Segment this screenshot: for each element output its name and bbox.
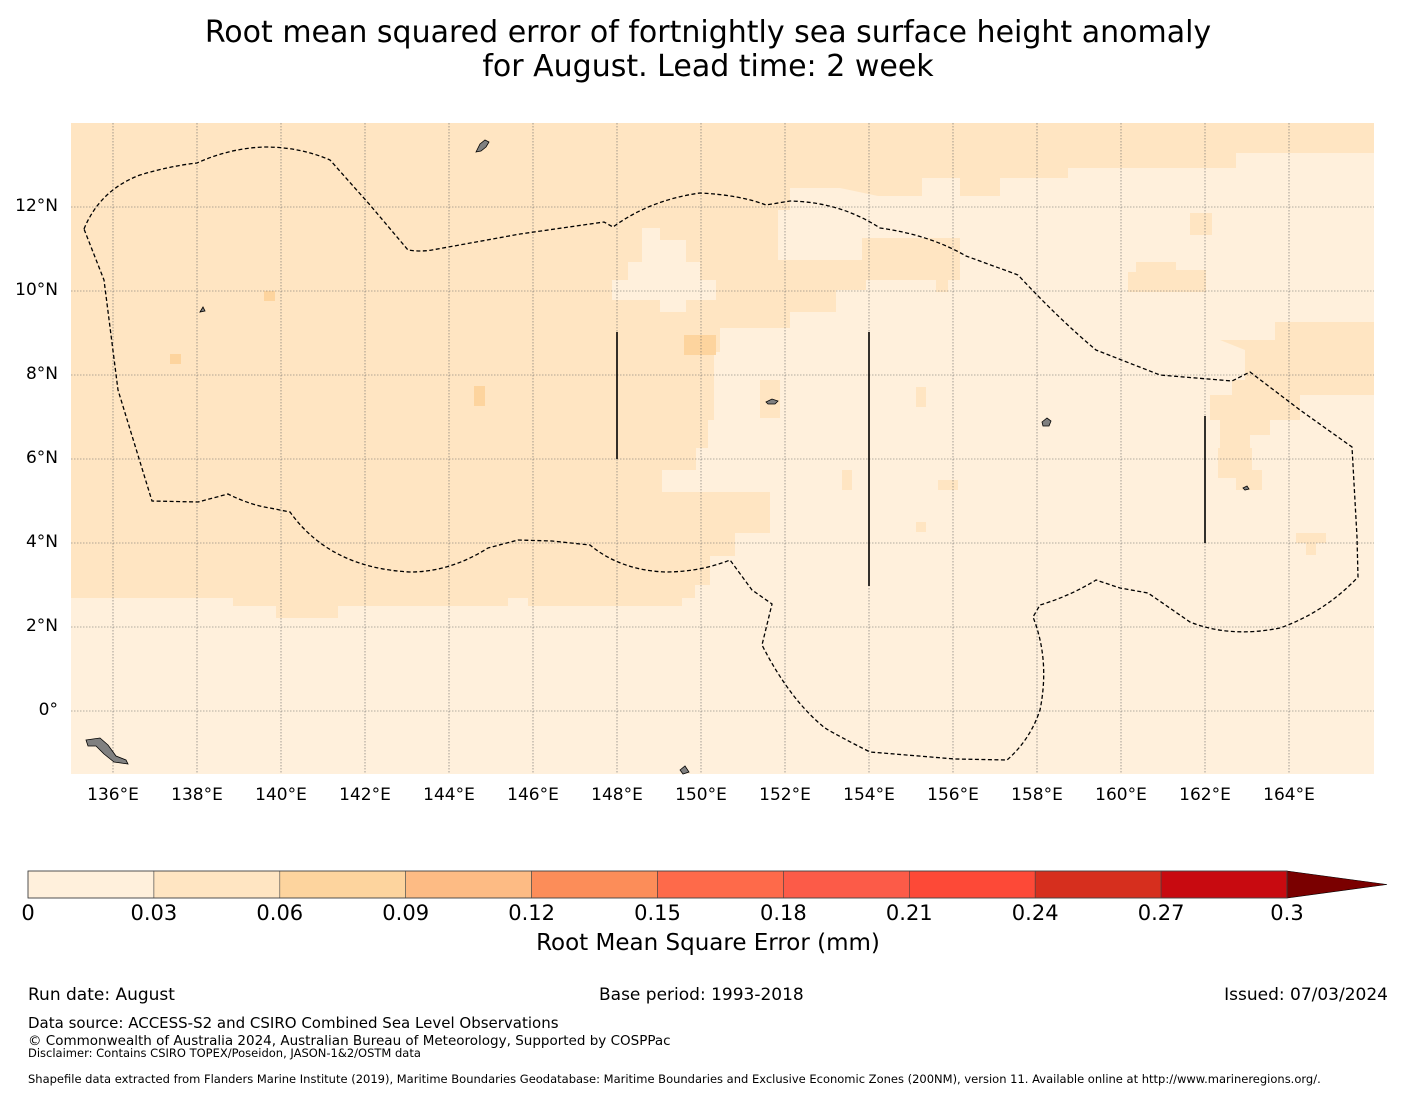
- field-patch-a: [1296, 533, 1326, 543]
- colorbar-swatch: [1034, 870, 1162, 899]
- field-patch-f: [916, 522, 926, 532]
- lat-label-0: 0°: [38, 700, 58, 720]
- disclaimer: Disclaimer: Contains CSIRO TOPEX/Poseido…: [28, 1046, 421, 1060]
- copyright: © Commonwealth of Australia 2024, Austra…: [28, 1033, 671, 1049]
- lat-label-10n: 10°N: [15, 280, 58, 300]
- cbar-tick-018: 0.18: [760, 901, 807, 925]
- field-patch-009-a: [684, 335, 716, 355]
- colorbar-extend-arrow: [1286, 870, 1388, 899]
- lat-label-2n: 2°N: [25, 616, 58, 636]
- cbar-tick-021: 0.21: [885, 901, 933, 925]
- colorbar-swatch: [908, 870, 1036, 899]
- cbar-tick-012: 0.12: [508, 901, 555, 925]
- island-pohnpei: [1041, 417, 1052, 427]
- field-patch-h: [760, 380, 780, 418]
- cbar-tick-006: 0.06: [256, 901, 304, 925]
- lat-label-8n: 8°N: [25, 364, 58, 384]
- lon-label-152: 152°E: [759, 785, 811, 805]
- cbar-tick-003: 0.03: [130, 901, 178, 925]
- field-region-003-006: [71, 123, 1374, 618]
- uncertain-lon-markers: [616, 332, 1206, 586]
- map: [71, 123, 1374, 775]
- colorbar-outline: [27, 870, 1288, 899]
- data-source: Data source: ACCESS-S2 and CSIRO Combine…: [28, 1014, 559, 1032]
- island-chuuk: [765, 398, 779, 405]
- lat-label-4n: 4°N: [25, 532, 58, 552]
- lon-label-148: 148°E: [591, 785, 643, 805]
- title-line-2: for August. Lead time: 2 week: [482, 49, 934, 84]
- lon-label-138: 138°E: [171, 785, 223, 805]
- lon-label-160: 160°E: [1095, 785, 1147, 805]
- eez-boundary-west: [83, 146, 1359, 761]
- field-patch-009-c: [264, 291, 275, 301]
- run-date: Run date: August: [28, 985, 175, 1005]
- colorbar-swatch: [783, 870, 910, 899]
- colorbar-swatches: [27, 870, 1288, 899]
- cbar-tick-009: 0.09: [382, 901, 430, 925]
- lon-label-142: 142°E: [339, 785, 391, 805]
- field-patch-009-b: [474, 386, 485, 406]
- island-yap: [199, 306, 206, 313]
- colorbar-swatch: [531, 870, 658, 899]
- lon-label-146: 146°E: [507, 785, 559, 805]
- lon-label-154: 154°E: [843, 785, 895, 805]
- lon-label-144: 144°E: [423, 785, 475, 805]
- colorbar-label: Root Mean Square Error (mm): [536, 930, 880, 956]
- cbar-tick-015: 0.15: [634, 901, 681, 925]
- island-small-south: [679, 765, 690, 775]
- field-region-east-patch-2: [1218, 448, 1262, 490]
- lon-label-150: 150°E: [675, 785, 727, 805]
- island-new-guinea-west: [85, 737, 129, 765]
- colorbar-swatch: [1160, 870, 1288, 899]
- lat-label-6n: 6°N: [25, 448, 58, 468]
- field-region-east-patch: [1210, 322, 1374, 448]
- rmse-field: [71, 123, 1374, 774]
- colorbar-swatch: [279, 870, 406, 899]
- title-line-1: Root mean squared error of fortnightly s…: [204, 15, 1212, 50]
- field-patch-c: [1190, 213, 1212, 235]
- colorbar-swatch: [153, 870, 281, 899]
- field-patch-b: [1306, 543, 1316, 555]
- colorbar-swatch: [27, 870, 155, 899]
- colorbar-swatch: [657, 870, 784, 899]
- base-period: Base period: 1993-2018: [599, 985, 804, 1005]
- cbar-tick-027: 0.27: [1137, 901, 1185, 925]
- islands: [85, 139, 1250, 775]
- lon-label-140: 140°E: [255, 785, 307, 805]
- lat-label-12n: 12°N: [15, 196, 58, 216]
- field-patch-009-d: [170, 354, 181, 364]
- lon-label-136: 136°E: [87, 785, 139, 805]
- colorbar-swatch: [405, 870, 532, 899]
- field-region-north-patch: [862, 238, 960, 292]
- eez-boundary: [83, 146, 1359, 761]
- field-patch-d: [916, 387, 926, 407]
- colorbar: [27, 870, 1388, 899]
- shapefile-credit: Shapefile data extracted from Flanders M…: [28, 1072, 1321, 1086]
- island-guam: [475, 139, 490, 153]
- lon-label-164: 164°E: [1263, 785, 1315, 805]
- cbar-tick-024: 0.24: [1011, 901, 1059, 925]
- lon-label-162: 162°E: [1179, 785, 1231, 805]
- cbar-tick-0: 0: [21, 901, 35, 925]
- island-kosrae: [1242, 485, 1250, 491]
- lon-label-158: 158°E: [1011, 785, 1063, 805]
- field-patch-e: [938, 480, 958, 490]
- lon-label-156: 156°E: [927, 785, 979, 805]
- issued-date: Issued: 07/03/2024: [1224, 985, 1388, 1005]
- field-region-east-patch-3: [1128, 262, 1206, 292]
- field-patch-g: [842, 470, 852, 490]
- cbar-tick-03: 0.3: [1270, 901, 1304, 925]
